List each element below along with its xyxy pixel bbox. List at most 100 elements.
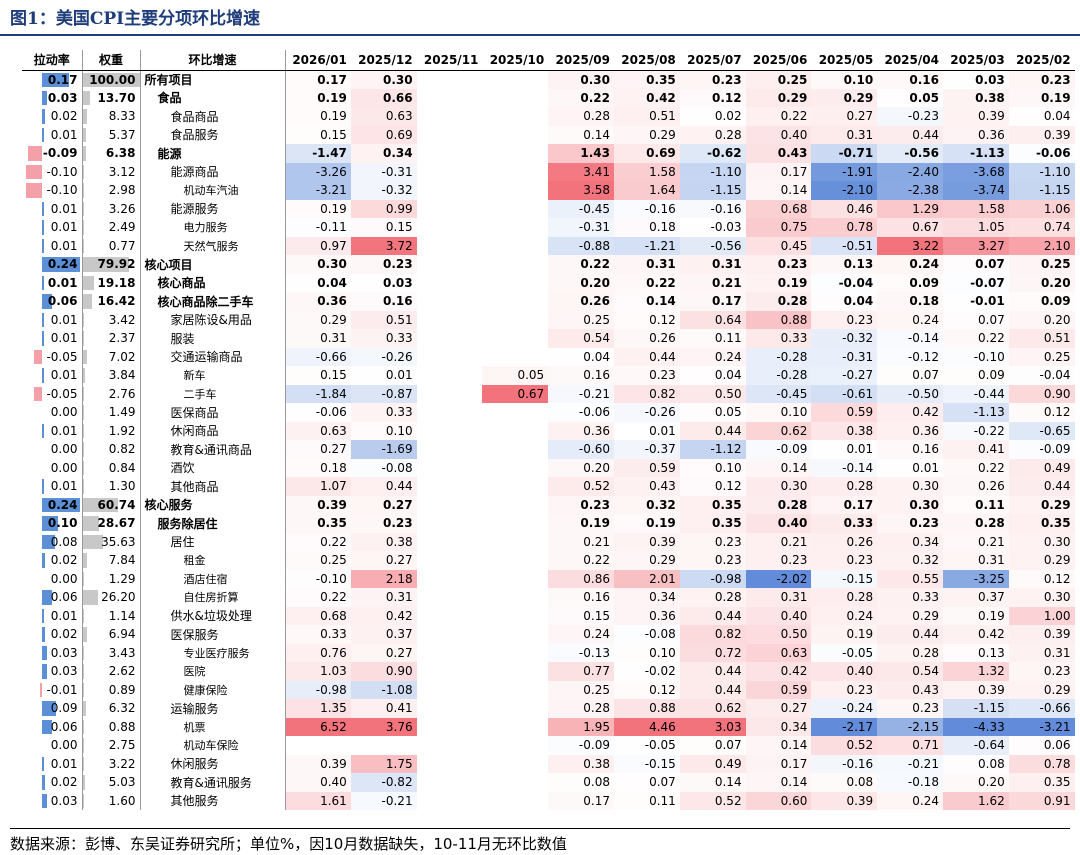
value-cell: 0.24 (548, 625, 614, 644)
value-cell: -0.08 (381, 460, 413, 475)
value-cell: 0.64 (679, 310, 746, 329)
weight-bar (82, 220, 84, 235)
value-cell: 1.64 (613, 181, 680, 200)
pull-value: 0.24 (47, 257, 78, 272)
value-cell: 0.23 (745, 255, 812, 274)
value-cell: 0.14 (745, 458, 812, 477)
weight-cell: 8.33 (82, 107, 141, 126)
weight-bar (82, 516, 100, 531)
pull-cell: 0.06 (22, 717, 83, 736)
value-cell (417, 366, 483, 385)
value-cell: 0.59 (613, 458, 680, 477)
value-cell: 0.42 (877, 403, 943, 422)
item-name: 医保商品 (140, 403, 286, 422)
weight-cell: 0.77 (82, 236, 141, 255)
weight-cell: 1.29 (82, 569, 141, 588)
item-name: 机动车保险 (140, 736, 286, 755)
value-cell: 0.29 (877, 606, 943, 625)
value-cell: -4.33 (942, 717, 1009, 736)
pull-bar (42, 331, 44, 346)
value-cell: 0.10 (351, 422, 417, 441)
header-cell: 拉动率 (22, 50, 83, 71)
value-cell: 0.26 (613, 329, 680, 348)
pull-value: 0.08 (50, 534, 78, 549)
value-cell: 0.13 (943, 644, 1009, 663)
item-name: 专业医疗服务 (140, 643, 286, 662)
value-cell: 0.35 (285, 514, 351, 533)
table-row: 0.01 1.14 供水&垃圾处理 0.68 0.42 0.15 0.36 0.44 0.40 0… (22, 606, 1075, 625)
pull-bar (42, 423, 44, 438)
pull-cell: -0.01 (22, 680, 83, 699)
value-cell: 0.39 (1008, 625, 1075, 644)
value-cell: 0.41 (350, 699, 417, 718)
pull-value: 0.02 (50, 553, 78, 568)
value-cell: 0.23 (811, 680, 878, 699)
value-cell (417, 255, 483, 274)
item-name: 核心商品 (140, 273, 286, 292)
value-cell (482, 181, 548, 200)
value-cell: 0.35 (1008, 514, 1075, 533)
item-name: 核心项目 (140, 255, 286, 274)
pull-bar (42, 516, 58, 531)
value-cell: 0.17 (745, 162, 812, 181)
value-cell: 0.45 (745, 236, 812, 255)
value-cell: 0.31 (811, 125, 878, 144)
value-cell: -0.45 (548, 199, 614, 218)
weight-value: 13.70 (97, 90, 136, 105)
value-cell: 0.23 (679, 532, 746, 551)
value-cell: 0.44 (350, 477, 417, 496)
value-cell (482, 681, 548, 700)
value-cell: 0.31 (613, 255, 680, 274)
value-cell: 0.20 (1008, 273, 1075, 292)
value-cell: 0.36 (613, 606, 680, 625)
value-cell: 1.00 (1008, 606, 1075, 625)
value-cell: -1.15 (942, 699, 1009, 718)
value-cell: 0.25 (1008, 255, 1075, 274)
value-cell: -0.09 (745, 440, 812, 459)
value-cell: 0.29 (285, 310, 351, 329)
value-cell: 0.30 (285, 255, 351, 274)
value-cell: 0.33 (811, 514, 878, 533)
value-cell: 0.49 (1008, 458, 1075, 477)
weight-value: 3.12 (108, 164, 136, 179)
value-cell: 0.19 (1008, 88, 1075, 107)
weight-bar (82, 682, 84, 697)
value-cell: 0.52 (679, 791, 746, 810)
value-cell: -0.12 (877, 348, 943, 367)
value-cell: 0.86 (548, 569, 614, 588)
value-cell: 0.21 (745, 532, 812, 551)
value-cell: 0.01 (385, 368, 413, 383)
value-cell: -1.13 (942, 144, 1009, 163)
weight-value: 1.30 (108, 479, 136, 494)
value-cell: 0.23 (811, 310, 878, 329)
value-cell: 0.46 (811, 199, 878, 218)
value-cell: 0.41 (942, 440, 1009, 459)
item-name: 能源服务 (140, 199, 286, 218)
weight-bar (82, 701, 87, 716)
value-cell: 1.58 (613, 162, 680, 181)
value-cell: 0.31 (285, 329, 351, 348)
weight-bar (82, 479, 84, 494)
pull-value: 0.00 (50, 405, 78, 420)
value-cell: 0.37 (942, 588, 1009, 607)
value-cell (482, 551, 548, 570)
weight-cell: 16.42 (82, 292, 141, 311)
value-cell: 0.08 (583, 775, 610, 790)
value-cell: 0.35 (613, 70, 680, 89)
value-cell: 0.88 (613, 699, 680, 718)
value-cell (417, 126, 483, 145)
value-cell: 0.12 (614, 681, 680, 700)
value-cell: 0.35 (679, 514, 746, 533)
value-cell (417, 514, 483, 533)
value-cell: 2.01 (613, 569, 680, 588)
value-cell: -1.47 (285, 144, 351, 163)
table-row: 0.03 2.62 医院 1.03 0.90 0.77 -0.02 0.44 0.42 0.40 0… (22, 662, 1075, 681)
value-cell (482, 218, 548, 237)
table-row: 0.01 3.42 家居陈设&用品 0.29 0.51 0.25 0.12 0.64 0.88 0… (22, 310, 1075, 329)
pull-cell: 0.01 (22, 218, 83, 237)
value-cell: -0.06 (315, 405, 347, 420)
value-cell (351, 736, 417, 755)
value-cell: 0.23 (877, 699, 943, 718)
pull-cell: 0.01 (22, 477, 83, 496)
value-cell: 0.76 (285, 643, 351, 662)
